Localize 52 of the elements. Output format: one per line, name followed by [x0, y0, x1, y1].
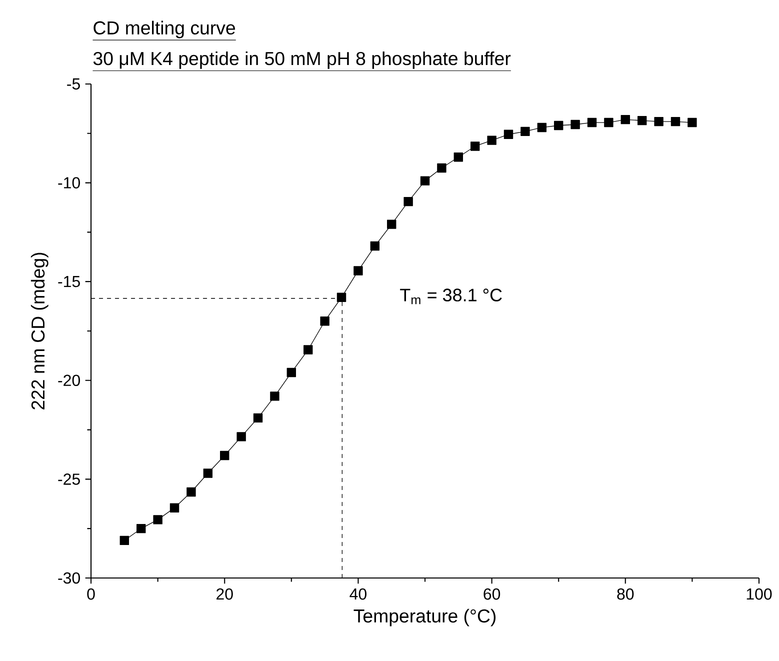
point — [286, 368, 296, 378]
point — [437, 163, 446, 173]
y-tick-label: -15 — [58, 276, 80, 288]
point — [120, 536, 130, 546]
point — [186, 487, 196, 497]
point — [370, 241, 380, 251]
point — [454, 152, 463, 162]
point — [203, 468, 213, 478]
point — [387, 220, 396, 229]
point — [670, 116, 680, 126]
point — [153, 515, 162, 524]
point — [587, 118, 597, 128]
point — [404, 196, 413, 206]
y-tick-label: -20 — [58, 374, 80, 386]
x-tick-label: 100 — [746, 588, 772, 600]
point — [320, 316, 330, 326]
x-tick-label: 0 — [87, 588, 95, 600]
point — [336, 292, 346, 302]
y-tick-label: -5 — [67, 78, 80, 90]
x-tick-label: 80 — [617, 588, 634, 600]
x-tick-label: 60 — [484, 588, 500, 600]
point — [270, 392, 280, 401]
y-axis-title: 222 nm CD (mdeg) — [30, 252, 48, 410]
point — [354, 266, 363, 276]
point — [220, 450, 230, 460]
chart-title: CD melting curve — [94, 20, 236, 38]
point — [570, 120, 580, 130]
annotation: T$_{m}$ = 38.1 °C — [400, 288, 502, 304]
y-tick-label: -10 — [58, 177, 80, 188]
point — [520, 126, 530, 136]
point — [604, 118, 614, 128]
point — [688, 118, 697, 128]
point — [638, 116, 647, 126]
y-tick-label: -25 — [58, 474, 80, 485]
point — [420, 176, 430, 186]
point — [504, 130, 514, 139]
x-axis-title: Temperature (°C) — [354, 608, 496, 626]
point — [654, 116, 664, 126]
point — [136, 524, 146, 534]
point — [170, 503, 180, 512]
point — [487, 136, 496, 145]
point — [236, 432, 246, 442]
x-tick-label: 20 — [216, 588, 233, 600]
y-tick-label: -30 — [58, 572, 80, 584]
point — [253, 413, 263, 423]
point — [304, 345, 313, 354]
point — [470, 142, 480, 151]
chart-subtitle: 30 μM K4 peptide in 50 mM pH 8 phosphate buffer — [93, 51, 511, 69]
x-tick-label: 40 — [350, 588, 366, 600]
point — [554, 120, 564, 130]
point — [620, 114, 630, 124]
point — [537, 122, 546, 132]
